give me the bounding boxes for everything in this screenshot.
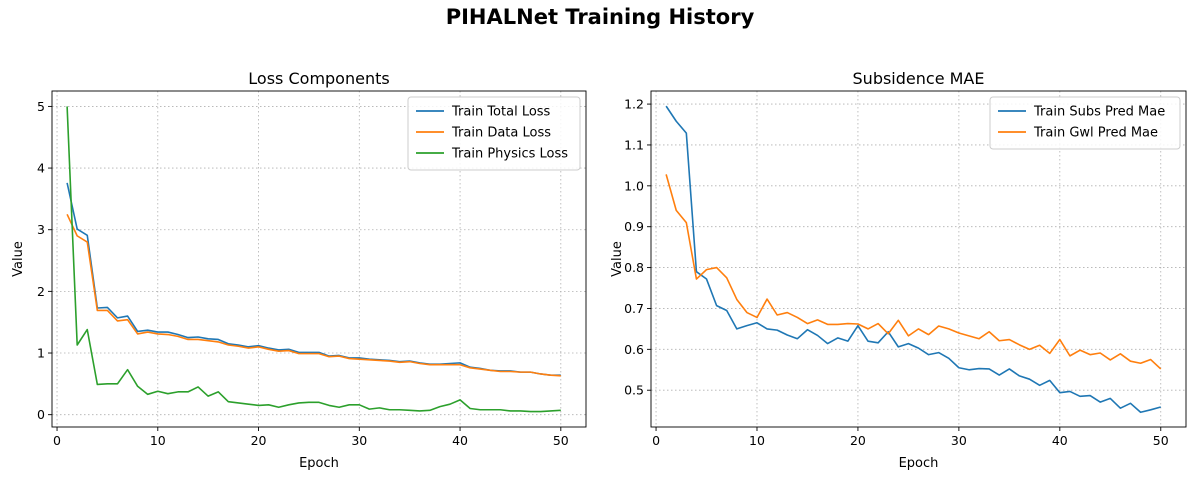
y-tick-label: 0 (37, 407, 45, 422)
y-tick-label: 0.8 (624, 260, 644, 275)
figure-title: PIHALNet Training History (445, 5, 755, 29)
x-tick-label: 30 (351, 433, 367, 448)
legend-box (407, 96, 581, 171)
x-tick-label: 40 (1052, 433, 1068, 448)
plot-frame (51, 90, 587, 428)
x-tick-label: 10 (150, 433, 166, 448)
legend-box (989, 96, 1181, 150)
series-line-1 (66, 182, 561, 377)
series-line-2 (665, 174, 1162, 370)
legend-entry: Train Subs Pred Mae (1033, 105, 1165, 120)
series-line-2 (66, 213, 561, 377)
y-tick-label: 0.5 (624, 383, 644, 398)
y-tick-label: 1.0 (624, 178, 644, 193)
legend: Train Total Loss Train Data Loss Train Phy… (407, 96, 581, 171)
y-tick-label: 3 (37, 222, 45, 237)
y-tick-label: 5 (37, 99, 45, 114)
x-tick-label: 40 (452, 433, 468, 448)
x-tick-label: 50 (1153, 433, 1169, 448)
legend-entry: Train Total Loss (451, 105, 551, 120)
y-tick-label: 1 (37, 346, 45, 361)
legend: Train Subs Pred Mae Train Gwl Pred Mae (989, 96, 1181, 150)
y-axis-label: Value (11, 241, 26, 277)
plot-frame (650, 90, 1187, 428)
y-tick-label: 0.7 (624, 301, 644, 316)
chart-title: Subsidence MAE (853, 69, 985, 88)
y-tick-label: 4 (37, 161, 45, 176)
y-tick-label: 1.2 (624, 97, 644, 112)
x-tick-label: 10 (749, 433, 765, 448)
series-line-3 (66, 106, 561, 413)
x-tick-label: 0 (53, 433, 61, 448)
x-tick-label: 20 (850, 433, 866, 448)
y-tick-label: 2 (37, 284, 45, 299)
chart-title: Loss Components (248, 69, 389, 88)
y-tick-label: 0.9 (624, 219, 644, 234)
legend-entry: Train Data Loss (451, 126, 551, 141)
legend-entry: Train Gwl Pred Mae (1033, 126, 1158, 141)
y-tick-label: 0.6 (624, 342, 644, 357)
x-tick-label: 50 (553, 433, 569, 448)
x-tick-label: 20 (251, 433, 267, 448)
chart-panel-2: 0 10 20 30 40 50 0.5 0.6 0.7 0.8 0.9 1.0 1.1 1.2 Subsi… (610, 69, 1187, 471)
x-axis-label: Epoch (899, 456, 939, 471)
y-axis-label: Value (610, 241, 625, 277)
legend-entry: Train Physics Loss (451, 147, 568, 162)
series-line-1 (665, 105, 1161, 414)
chart-panel-1: 0 10 20 30 40 50 0 1 2 3 4 5 Loss Components Epoch Val… (11, 69, 587, 471)
x-axis-label: Epoch (299, 456, 339, 471)
y-tick-label: 1.1 (624, 137, 644, 152)
x-tick-label: 0 (652, 433, 660, 448)
x-tick-label: 30 (951, 433, 967, 448)
